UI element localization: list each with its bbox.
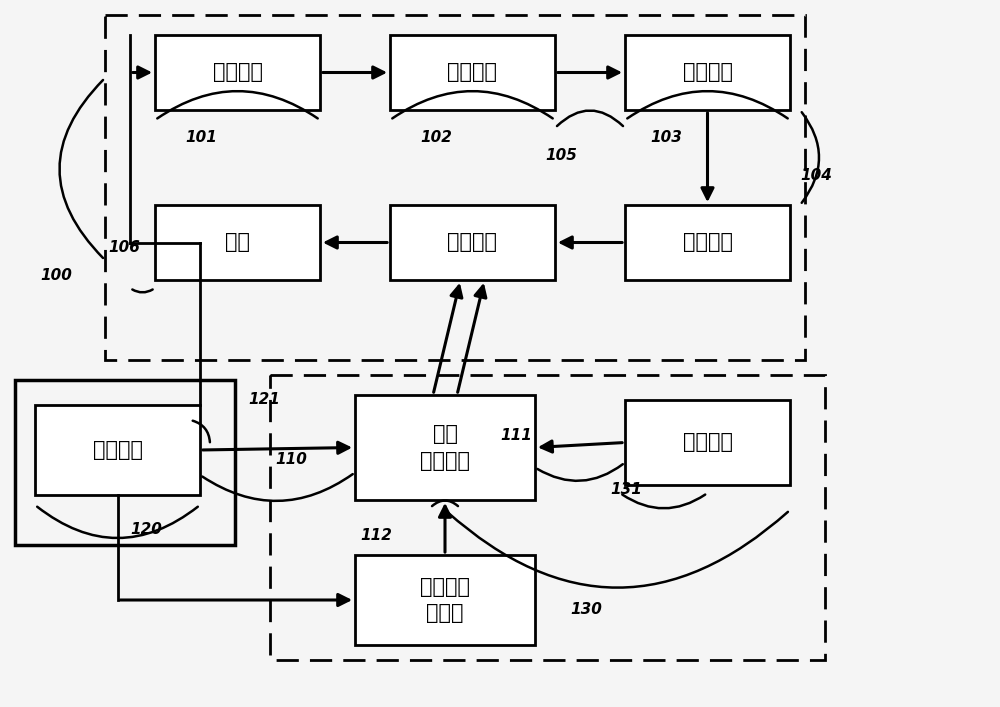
Text: 103: 103 [650,131,682,146]
Text: 101: 101 [185,131,217,146]
Text: 调压电路: 调压电路 [212,62,262,83]
Text: 111: 111 [500,428,532,443]
Bar [625,205,790,280]
Bar [155,205,320,280]
Text: 105: 105 [545,148,577,163]
Bar [355,395,535,500]
Text: 112: 112 [360,527,392,542]
Bar [390,205,555,280]
Bar [625,400,790,485]
Bar [155,35,320,110]
Bar [270,375,825,660]
Bar [105,15,805,360]
Text: 121: 121 [248,392,280,407]
Text: 升压电路: 升压电路 [448,62,498,83]
Bar [390,35,555,110]
Text: 130: 130 [570,602,602,617]
Text: 110: 110 [275,452,307,467]
Text: 131: 131 [610,482,642,498]
Bar [355,555,535,645]
Bar [625,35,790,110]
Text: 供电电路: 供电电路 [92,440,143,460]
Text: 保护电路: 保护电路 [682,433,732,452]
Text: 100: 100 [40,267,72,283]
Text: 开关
驱动电路: 开关 驱动电路 [420,424,470,471]
Text: 负载: 负载 [225,233,250,252]
Text: 整流电路: 整流电路 [682,62,732,83]
Text: 106: 106 [108,240,140,255]
Text: 脉冲发生
器模块: 脉冲发生 器模块 [420,577,470,623]
Bar [35,405,200,495]
Text: 120: 120 [130,522,162,537]
Bar [15,380,235,545]
Text: 104: 104 [800,168,832,182]
Text: 充电电路: 充电电路 [682,233,732,252]
Text: 开关电路: 开关电路 [448,233,498,252]
Text: 102: 102 [420,131,452,146]
